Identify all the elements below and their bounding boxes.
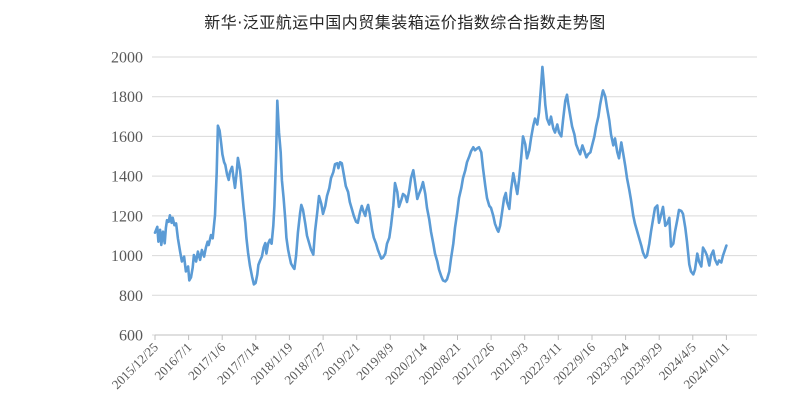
x-axis-tick-label: 2015/12/25 xyxy=(109,340,161,392)
y-axis-tick-label: 800 xyxy=(119,288,143,305)
chart-title: 新华·泛亚航运中国内贸集装箱运价指数综合指数走势图 xyxy=(204,13,606,32)
y-axis-tick-label: 600 xyxy=(119,328,143,345)
index-series-line xyxy=(153,65,728,286)
y-axis-tick-label: 1200 xyxy=(111,208,143,225)
y-axis-tick-label: 1400 xyxy=(111,169,143,186)
y-axis-tick-label: 1000 xyxy=(111,248,143,265)
y-axis-tick-label: 2000 xyxy=(111,50,143,67)
y-axis-tick-label: 1600 xyxy=(111,129,143,146)
y-axis-tick-label: 1800 xyxy=(111,89,143,106)
